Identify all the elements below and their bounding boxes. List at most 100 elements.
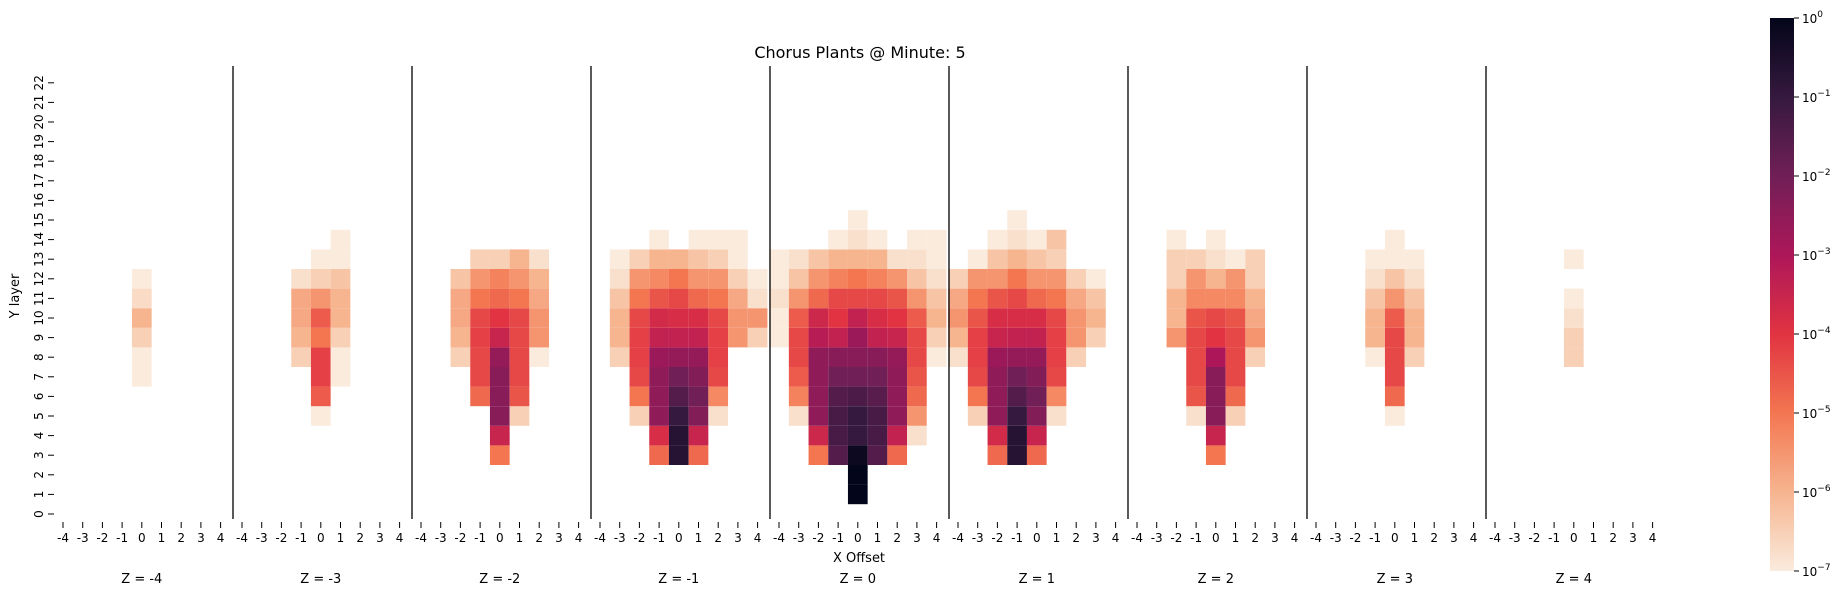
heatmap-cell (887, 406, 908, 426)
x-tick-label: -4 (57, 531, 69, 545)
heatmap-cell (1046, 288, 1067, 309)
x-tick-label: 0 (1570, 531, 1578, 545)
x-tick-label: 4 (217, 531, 225, 545)
heatmap-cell (688, 347, 709, 367)
heatmap-cell (847, 406, 868, 426)
heatmap-cell (1007, 210, 1027, 230)
heatmap-cell (649, 367, 669, 387)
x-tick-label: -2 (275, 531, 287, 545)
x-tick-label: -1 (474, 531, 486, 545)
heatmap-cell (926, 249, 947, 269)
heatmap-cell (1225, 327, 1246, 348)
x-tick-label: 3 (197, 531, 205, 545)
heatmap-cell (1205, 249, 1226, 269)
x-tick-label: 0 (1212, 531, 1220, 545)
heatmap-cell (887, 367, 908, 387)
x-tick-label: -2 (1528, 531, 1540, 545)
x-tick-label: 2 (893, 531, 901, 545)
heatmap-cell (867, 367, 888, 387)
heatmap-cell (747, 288, 768, 309)
heatmap-cell (1166, 288, 1187, 309)
heatmap-cell (649, 229, 669, 250)
heatmap-cell (291, 288, 311, 309)
heatmap-cell (291, 269, 311, 289)
heatmap-cell (1225, 367, 1246, 387)
heatmap-cell (131, 367, 152, 387)
colorbar-tick-label: 10−5 (1802, 405, 1831, 421)
heatmap-cell (1046, 386, 1067, 407)
heatmap-cell (470, 327, 490, 348)
x-tick-label: -4 (415, 531, 427, 545)
x-tick-label: -3 (77, 531, 89, 545)
heatmap-cell (967, 308, 988, 328)
heatmap-cell (489, 347, 510, 367)
heatmap-cell (828, 425, 848, 446)
heatmap-cell (948, 269, 968, 289)
x-tick-label: -1 (832, 531, 844, 545)
heatmap-cell (987, 308, 1008, 328)
heatmap-cell (1225, 269, 1246, 289)
heatmap-cell (131, 288, 152, 309)
heatmap-cell (708, 288, 729, 309)
heatmap-cell (1205, 445, 1226, 465)
heatmap-cell (1186, 406, 1206, 426)
x-tick-label: -4 (1489, 531, 1501, 545)
x-tick-label: -2 (812, 531, 824, 545)
heatmap-cell (688, 425, 709, 446)
x-tick-label: 2 (1072, 531, 1080, 545)
heatmap-cell (450, 269, 471, 289)
heatmap-cell (1026, 269, 1047, 289)
heatmap-cell (1225, 249, 1246, 269)
heatmap-cell (470, 288, 490, 309)
heatmap-cell (808, 327, 829, 348)
heatmap-cell (747, 308, 768, 328)
heatmap-cell (688, 288, 709, 309)
x-tick-label: 1 (1053, 531, 1061, 545)
heatmap-cell (747, 327, 768, 348)
colorbar-tick-label: 10−1 (1802, 89, 1831, 105)
heatmap-cell (808, 269, 829, 289)
heatmap-cell (1205, 308, 1226, 328)
heatmap-cell (1384, 406, 1405, 426)
heatmap-cell (1365, 288, 1385, 309)
x-tick-label: 3 (913, 531, 921, 545)
x-tick-label: 3 (1629, 531, 1637, 545)
heatmap-cell (708, 406, 729, 426)
heatmap-cell (887, 249, 908, 269)
heatmap-cell (131, 269, 152, 289)
panel-label: Z = -4 (121, 572, 162, 587)
heatmap-cell (649, 425, 669, 446)
heatmap-cell (828, 327, 848, 348)
heatmap-cell (808, 249, 829, 269)
heatmap-cell (948, 308, 968, 328)
x-tick-label: 0 (1033, 531, 1041, 545)
heatmap-cell (907, 367, 927, 387)
x-tick-label: 0 (854, 531, 862, 545)
heatmap-cell (887, 425, 908, 446)
heatmap-cell (470, 249, 490, 269)
heatmap-cell (1384, 308, 1405, 328)
heatmap-cell (1225, 386, 1246, 407)
heatmap-cell (1166, 308, 1187, 328)
heatmap-cell (330, 367, 351, 387)
heatmap-cell (907, 308, 927, 328)
heatmap-cell (926, 347, 947, 367)
colorbar-tick-label: 10−3 (1802, 247, 1831, 263)
heatmap-cell (808, 425, 829, 446)
heatmap-cell (529, 269, 550, 289)
panel-label: Z = 1 (1019, 572, 1055, 587)
heatmap-cell (1166, 229, 1187, 250)
x-tick-label: -2 (96, 531, 108, 545)
x-tick-label: 2 (535, 531, 543, 545)
heatmap-cell (1205, 269, 1226, 289)
heatmap-cell (887, 327, 908, 348)
heatmap-cell (747, 269, 768, 289)
colorbar-tick-label: 10−2 (1802, 168, 1831, 184)
colorbar-tick-label: 10−4 (1802, 326, 1831, 342)
heatmap-cell (788, 288, 809, 309)
heatmap-cell (668, 445, 689, 465)
x-tick-label: 3 (555, 531, 563, 545)
heatmap-cell (769, 249, 789, 269)
y-tick-label: 2 (32, 471, 46, 479)
heatmap-cell (1046, 249, 1067, 269)
